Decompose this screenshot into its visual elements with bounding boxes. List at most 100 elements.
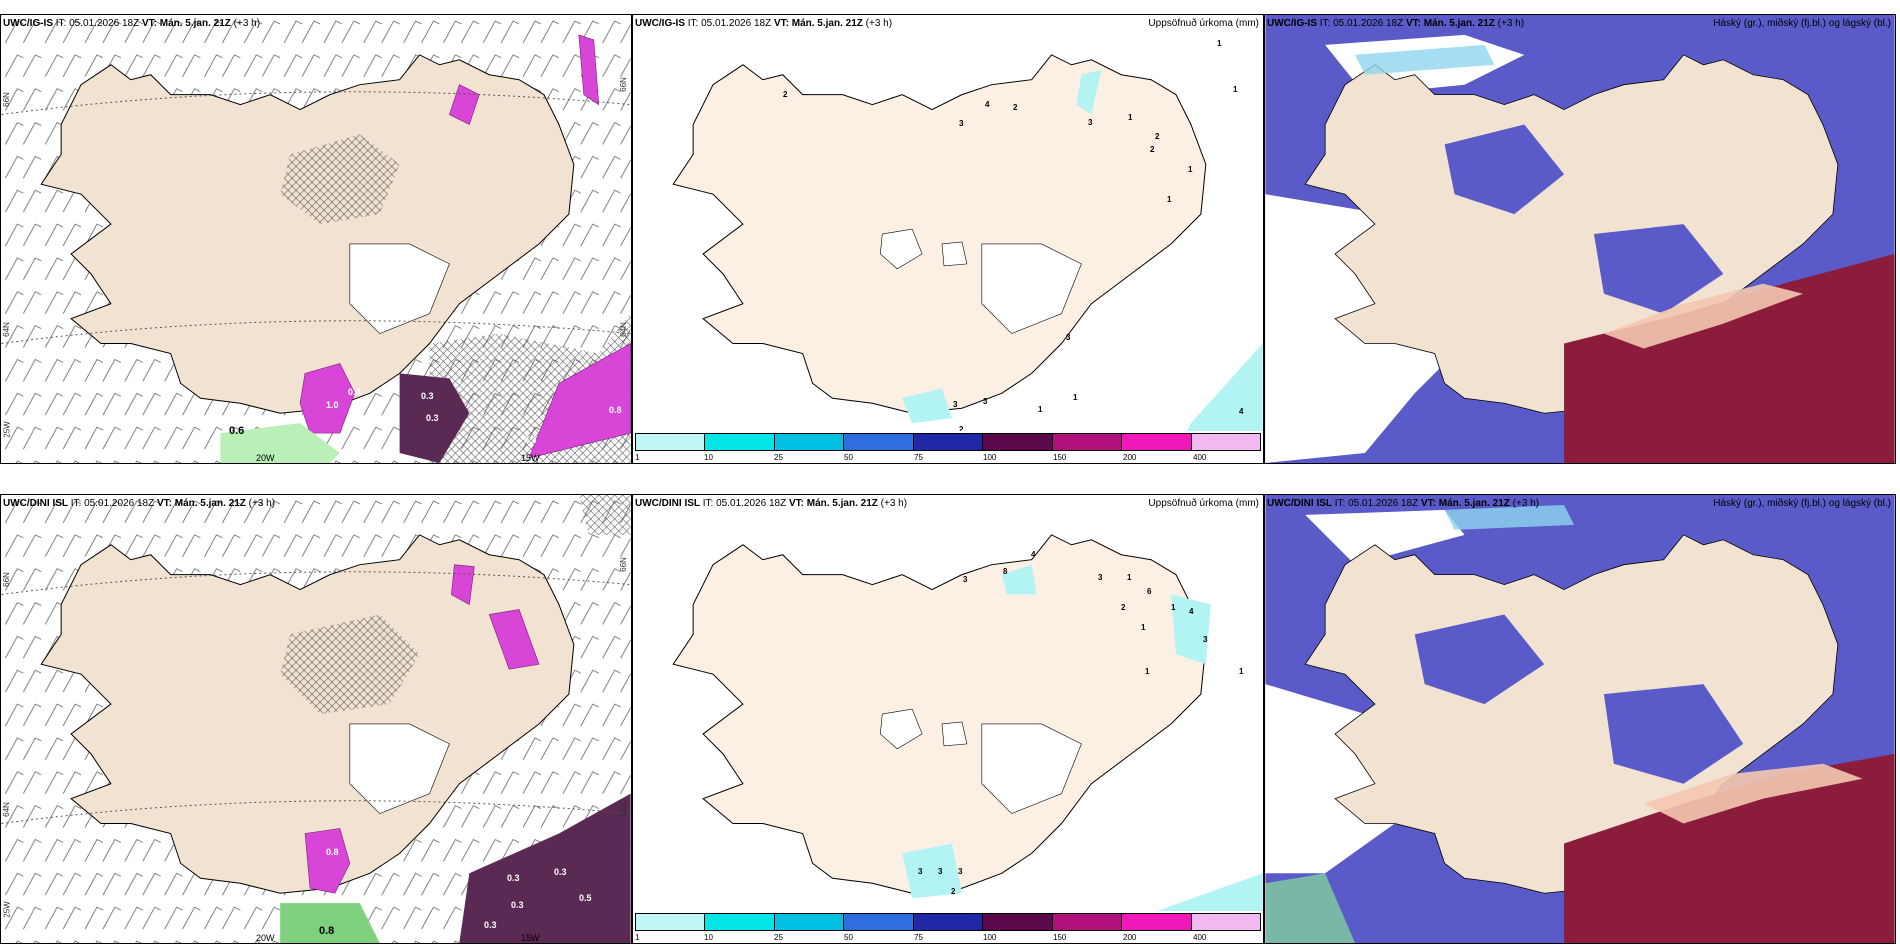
colorbar-swatch [844, 914, 914, 930]
lead-time: (+3 h) [1512, 498, 1540, 509]
panel-wind-precip-igis: UWC/IG-IS IT: 05.01.2026 18Z VT: Mán. 5.… [0, 14, 632, 464]
glacier-hofsjokull [941, 721, 968, 747]
mid-cloud-patch-1 [1444, 124, 1565, 215]
colorbar-tick: 100 [983, 933, 997, 942]
precip-value: 4 [1239, 407, 1244, 416]
precip-value: 3 [1066, 333, 1071, 342]
panel-header: UWC/IG-IS IT: 05.01.2026 18Z VT: Mán. 5.… [635, 18, 892, 29]
valid-time: VT: Mán. 5.jan. 21Z [1405, 18, 1495, 29]
map-wind-precip-dini [1, 495, 631, 943]
lead-time: (+3 h) [233, 18, 261, 29]
colorbar-tick: 200 [1123, 933, 1137, 942]
precip-magenta-2 [488, 609, 540, 670]
precip-value: 1 [1073, 393, 1078, 402]
colorbar-tick: 1 [635, 453, 640, 462]
colorbar-tick: 10 [704, 453, 713, 462]
panel-field-title: Uppsöfnuð úrkoma (mm) [1148, 18, 1259, 29]
panel-accum-precip-dini: UWC/DINI ISL IT: 05.01.2026 18Z VT: Mán.… [632, 494, 1264, 944]
colorbar-tick: 10 [704, 933, 713, 942]
glacier-langjokull [879, 708, 923, 750]
lead-time: (+3 h) [1497, 18, 1525, 29]
lat-line-66 [1, 571, 631, 596]
panel-field-title: Háský (gr.), miðský (fj.bl.) og lágský (… [1713, 498, 1891, 509]
precip-value: 3 [963, 575, 968, 584]
colorbar-tick: 150 [1053, 453, 1067, 462]
panel-header: UWC/IG-IS IT: 05.01.2026 18Z VT: Mán. 5.… [1267, 18, 1524, 29]
precip-value: 1 [1217, 39, 1222, 48]
precip-value: 2 [951, 887, 956, 896]
hatch-area-1 [280, 614, 420, 715]
hatch-area-2 [578, 495, 631, 535]
colorbar-tick: 50 [844, 933, 853, 942]
precip-value: 3 [938, 867, 943, 876]
precip-magenta-4 [528, 343, 631, 459]
panel-header: UWC/DINI ISL IT: 05.01.2026 18Z VT: Mán.… [3, 498, 275, 509]
precip-colorbar: 1 10 25 50 75 100 150 200 400 [633, 431, 1263, 463]
green-low-precip [220, 423, 340, 463]
colorbar-swatch [1191, 434, 1260, 450]
lat-label: 66N [618, 557, 628, 572]
colorbar-tick: 100 [983, 453, 997, 462]
colorbar-swatch [705, 434, 775, 450]
precip-value: 1 [1141, 623, 1146, 632]
precip-value: 2 [1013, 103, 1018, 112]
lat-line-64 [1, 320, 631, 345]
hatch-area-1 [280, 134, 400, 225]
panel-header: UWC/DINI ISL IT: 05.01.2026 18Z VT: Mán.… [635, 498, 907, 509]
colorbar-tick: 200 [1123, 453, 1137, 462]
precip-value: 2 [959, 425, 964, 434]
glacier-vatnajokull [981, 243, 1082, 334]
precip-value: 3 [918, 867, 923, 876]
lat-label: 25W [2, 901, 12, 918]
precip-label: 0.3 [426, 413, 439, 423]
lat-label: 64N [1, 802, 11, 817]
colorbar-tick: 75 [914, 933, 923, 942]
init-time: IT: 05.01.2026 18Z [687, 18, 772, 29]
precip-colorbar: 1 10 25 50 75 100 150 200 400 [633, 911, 1263, 943]
precip-label: 0.3 [484, 920, 497, 930]
iceland-landmass [40, 534, 575, 894]
colorbar-tick: 400 [1193, 933, 1207, 942]
precip-cyan-3 [902, 388, 952, 424]
precip-magenta-3 [578, 34, 600, 106]
glacier-langjokull [879, 228, 923, 270]
cyan-edge [1444, 504, 1575, 530]
lon-label: 15W [521, 933, 540, 943]
precip-value: 3 [1088, 118, 1093, 127]
precip-value: 1 [1188, 165, 1193, 174]
panel-clouds-igis: UWC/IG-IS IT: 05.01.2026 18Z VT: Mán. 5.… [1264, 14, 1896, 464]
precip-value: 3 [953, 400, 958, 409]
precip-value: 2 [1155, 132, 1160, 141]
init-time: IT: 05.01.2026 18Z [1319, 18, 1404, 29]
colorbar-tick: 25 [774, 933, 783, 942]
panel-field-title: Uppsöfnuð úrkoma (mm) [1148, 498, 1259, 509]
low-cloud-area [1564, 253, 1895, 463]
init-time: IT: 05.01.2026 18Z [702, 498, 787, 509]
colorbar-swatch [1191, 914, 1260, 930]
model-name: UWC/IG-IS [1267, 18, 1317, 29]
panel-header: UWC/DINI ISL IT: 05.01.2026 18Z VT: Mán.… [1267, 498, 1539, 509]
precip-label: 0.3 [554, 867, 567, 877]
init-time: IT: 05.01.2026 18Z [1334, 498, 1419, 509]
precip-value: 6 [1147, 587, 1152, 596]
map-accum-precip-igis [672, 54, 1263, 463]
precip-label: 0.5 [579, 893, 592, 903]
panel-wind-precip-dini: UWC/DINI ISL IT: 05.01.2026 18Z VT: Mán.… [0, 494, 632, 944]
precip-label: 0.3 [524, 435, 537, 445]
colorbar-swatches [635, 913, 1261, 931]
colorbar-swatch [774, 434, 845, 450]
valid-time: VT: Mán. 5.jan. 21Z [788, 498, 878, 509]
precip-dark-1 [399, 373, 470, 463]
lat-label: 66N [1, 572, 11, 587]
precip-label: 0.8 [326, 847, 339, 857]
precip-value: 1 [1239, 667, 1244, 676]
green-high-cloud [1265, 873, 1356, 943]
precip-value: 3 [1098, 573, 1103, 582]
colorbar-swatch [913, 434, 984, 450]
precip-label: 1.0 [326, 400, 339, 410]
snow-white-area [349, 243, 450, 334]
colorbar-swatch [844, 434, 914, 450]
colorbar-swatch [1052, 914, 1123, 930]
precip-value: 3 [983, 397, 988, 406]
lead-time: (+3 h) [865, 18, 893, 29]
